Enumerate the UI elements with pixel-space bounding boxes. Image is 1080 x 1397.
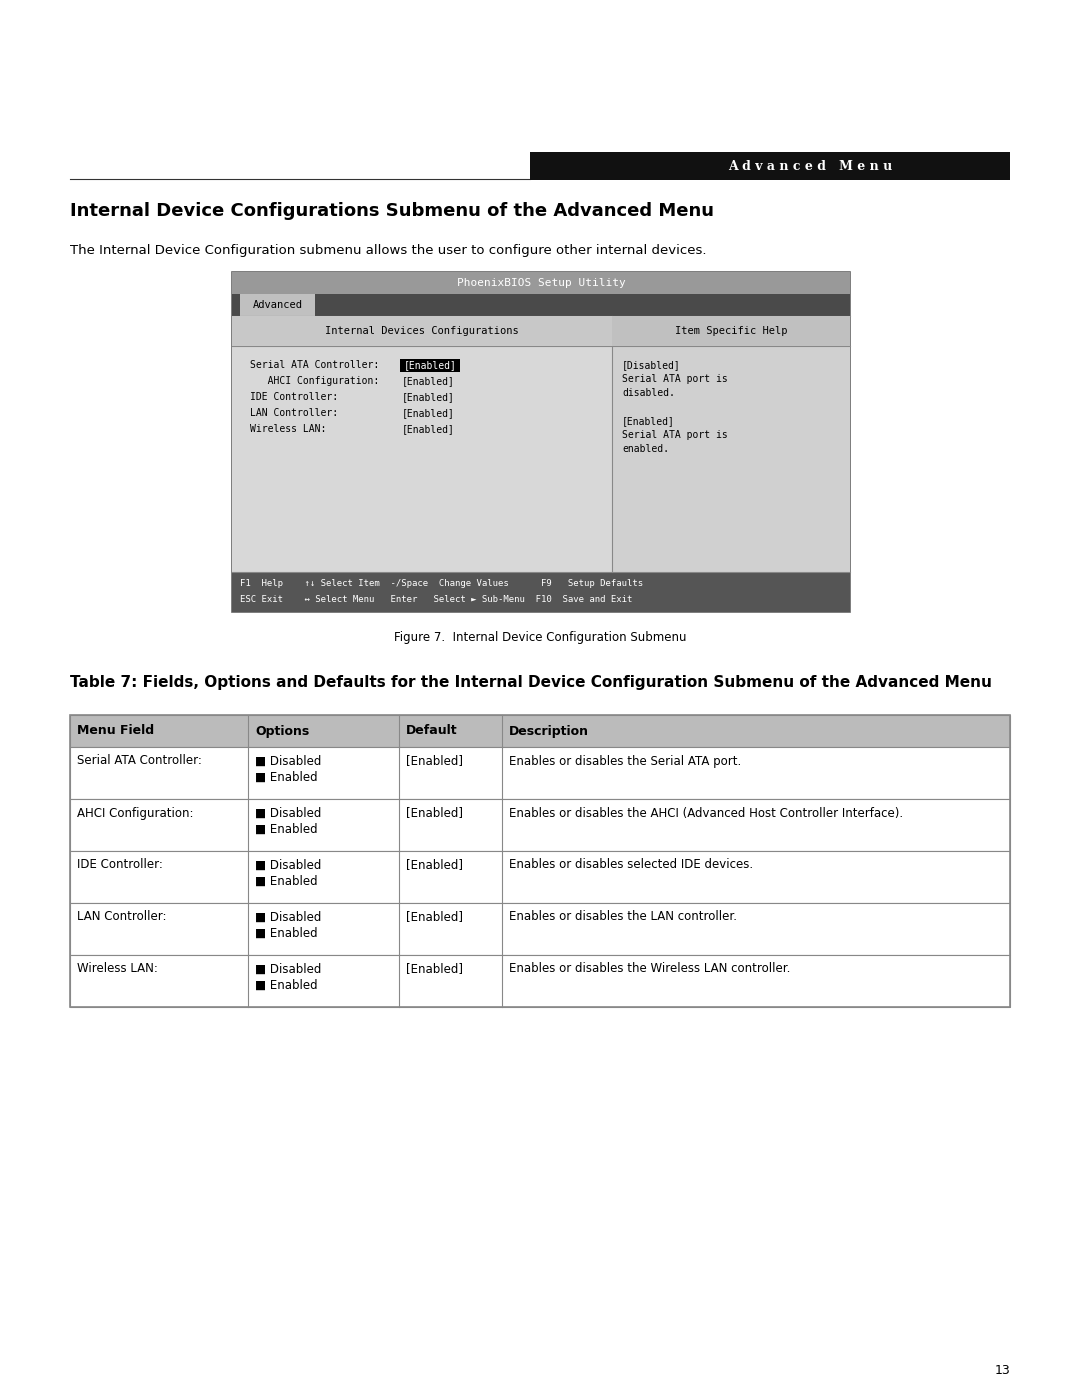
Text: Internal Devices Configurations: Internal Devices Configurations <box>325 326 518 337</box>
Text: LAN Controller:: LAN Controller: <box>77 911 166 923</box>
Text: LAN Controller:: LAN Controller: <box>249 408 338 418</box>
Text: [Enabled]: [Enabled] <box>406 806 463 820</box>
Text: ■ Disabled: ■ Disabled <box>255 754 322 767</box>
Bar <box>70 747 1010 799</box>
Text: Description: Description <box>509 725 589 738</box>
Bar <box>70 902 1010 956</box>
Bar <box>232 293 850 316</box>
Text: Advanced: Advanced <box>253 300 302 310</box>
Text: AHCI Configuration:: AHCI Configuration: <box>77 806 193 820</box>
Text: ■ Disabled: ■ Disabled <box>255 806 322 820</box>
Text: Enables or disables the Serial ATA port.: Enables or disables the Serial ATA port. <box>509 754 741 767</box>
Bar <box>612 316 850 571</box>
Text: ■ Enabled: ■ Enabled <box>255 823 318 835</box>
Text: [Enabled]: [Enabled] <box>406 754 463 767</box>
Text: [Enabled]: [Enabled] <box>406 963 463 975</box>
Text: Default: Default <box>406 725 458 738</box>
Text: [Enabled]: [Enabled] <box>402 393 455 402</box>
Text: 13: 13 <box>995 1363 1010 1376</box>
Text: Serial ATA port is: Serial ATA port is <box>622 374 728 384</box>
Text: [Enabled]: [Enabled] <box>406 911 463 923</box>
Text: [Enabled]: [Enabled] <box>402 408 455 418</box>
Text: ■ Disabled: ■ Disabled <box>255 859 322 872</box>
Text: ■ Enabled: ■ Enabled <box>255 771 318 784</box>
Text: Figure 7.  Internal Device Configuration Submenu: Figure 7. Internal Device Configuration … <box>394 631 686 644</box>
Bar <box>232 316 612 346</box>
Text: ■ Disabled: ■ Disabled <box>255 911 322 923</box>
Text: ■ Enabled: ■ Enabled <box>255 926 318 940</box>
Text: [Disabled]: [Disabled] <box>622 360 680 370</box>
Text: ESC Exit    ↔ Select Menu   Enter   Select ► Sub-Menu  F10  Save and Exit: ESC Exit ↔ Select Menu Enter Select ► Su… <box>240 595 633 605</box>
Bar <box>70 715 1010 747</box>
Bar <box>70 799 1010 851</box>
Text: ■ Disabled: ■ Disabled <box>255 963 322 975</box>
Text: [Enabled]: [Enabled] <box>402 425 455 434</box>
Text: [Enabled]: [Enabled] <box>404 360 457 370</box>
Bar <box>232 316 612 571</box>
Bar <box>70 851 1010 902</box>
Text: Item Specific Help: Item Specific Help <box>675 326 787 337</box>
Text: ■ Enabled: ■ Enabled <box>255 978 318 992</box>
Text: Options: Options <box>255 725 309 738</box>
Text: PhoenixBIOS Setup Utility: PhoenixBIOS Setup Utility <box>457 278 625 288</box>
Text: Wireless LAN:: Wireless LAN: <box>249 425 326 434</box>
Bar <box>70 956 1010 1007</box>
Text: AHCI Configuration:: AHCI Configuration: <box>249 376 379 386</box>
Bar <box>70 715 1010 1007</box>
Text: Serial ATA port is: Serial ATA port is <box>622 430 728 440</box>
Text: [Enabled]: [Enabled] <box>402 376 455 386</box>
Text: IDE Controller:: IDE Controller: <box>77 859 163 872</box>
Text: Wireless LAN:: Wireless LAN: <box>77 963 158 975</box>
Bar <box>612 316 850 346</box>
Bar <box>232 571 850 612</box>
Text: F1  Help    ↑↓ Select Item  -/Space  Change Values      F9   Setup Defaults: F1 Help ↑↓ Select Item -/Space Change Va… <box>240 580 643 588</box>
Text: [Enabled]: [Enabled] <box>406 859 463 872</box>
Text: Menu Field: Menu Field <box>77 725 154 738</box>
Text: Enables or disables the LAN controller.: Enables or disables the LAN controller. <box>509 911 737 923</box>
Bar <box>240 293 315 316</box>
Text: Serial ATA Controller:: Serial ATA Controller: <box>77 754 202 767</box>
Text: ■ Enabled: ■ Enabled <box>255 875 318 887</box>
Text: Enables or disables the Wireless LAN controller.: Enables or disables the Wireless LAN con… <box>509 963 791 975</box>
Text: The Internal Device Configuration submenu allows the user to configure other int: The Internal Device Configuration submen… <box>70 244 706 257</box>
Text: Internal Device Configurations Submenu of the Advanced Menu: Internal Device Configurations Submenu o… <box>70 203 714 219</box>
Text: disabled.: disabled. <box>622 388 675 398</box>
Text: IDE Controller:: IDE Controller: <box>249 393 338 402</box>
Text: enabled.: enabled. <box>622 444 669 454</box>
Text: Enables or disables the AHCI (Advanced Host Controller Interface).: Enables or disables the AHCI (Advanced H… <box>509 806 903 820</box>
Text: Table 7: Fields, Options and Defaults for the Internal Device Configuration Subm: Table 7: Fields, Options and Defaults fo… <box>70 675 991 690</box>
Bar <box>232 272 850 293</box>
Text: Enables or disables selected IDE devices.: Enables or disables selected IDE devices… <box>509 859 753 872</box>
Text: Serial ATA Controller:: Serial ATA Controller: <box>249 360 379 370</box>
Bar <box>232 272 850 612</box>
Text: [Enabled]: [Enabled] <box>622 416 675 426</box>
Bar <box>400 359 460 372</box>
Bar <box>530 152 1010 180</box>
Text: A d v a n c e d   M e n u: A d v a n c e d M e n u <box>728 159 892 172</box>
